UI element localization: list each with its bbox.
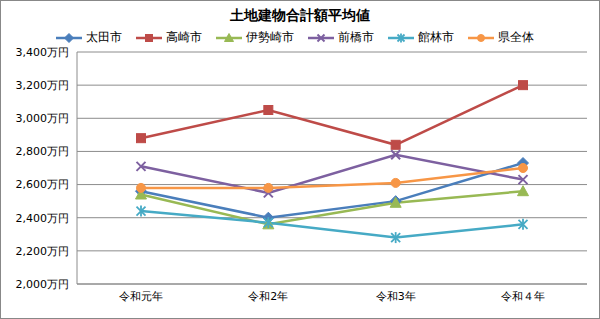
- html-text:高崎市: 高崎市: [166, 30, 202, 44]
- html-text:館林市: 館林市: [418, 30, 454, 44]
- svg-text:3,400万円: 3,400万円: [16, 46, 70, 59]
- html-text:太田市: 太田市: [86, 30, 122, 44]
- html-text:土地建物合計額平均値: 土地建物合計額平均値: [230, 7, 370, 23]
- svg-text:2,200万円: 2,200万円: [16, 245, 70, 258]
- html-text:伊勢崎市: 伊勢崎市: [246, 30, 294, 44]
- svg-text:2,000万円: 2,000万円: [16, 278, 70, 291]
- html-text:前橋市: 前橋市: [338, 30, 374, 44]
- svg-text:令和3年: 令和3年: [376, 290, 416, 303]
- svg-text:2,800万円: 2,800万円: [16, 145, 70, 158]
- svg-text:2,400万円: 2,400万円: [16, 212, 70, 225]
- svg-text:3,200万円: 3,200万円: [16, 79, 70, 92]
- svg-text:令和４年: 令和４年: [501, 290, 545, 303]
- svg-text:令和元年: 令和元年: [119, 290, 163, 303]
- svg-text:令和2年: 令和2年: [248, 290, 288, 303]
- svg-text:2,600万円: 2,600万円: [16, 178, 70, 191]
- svg-text:3,000万円: 3,000万円: [16, 112, 70, 125]
- html-text:県全体: 県全体: [498, 30, 534, 44]
